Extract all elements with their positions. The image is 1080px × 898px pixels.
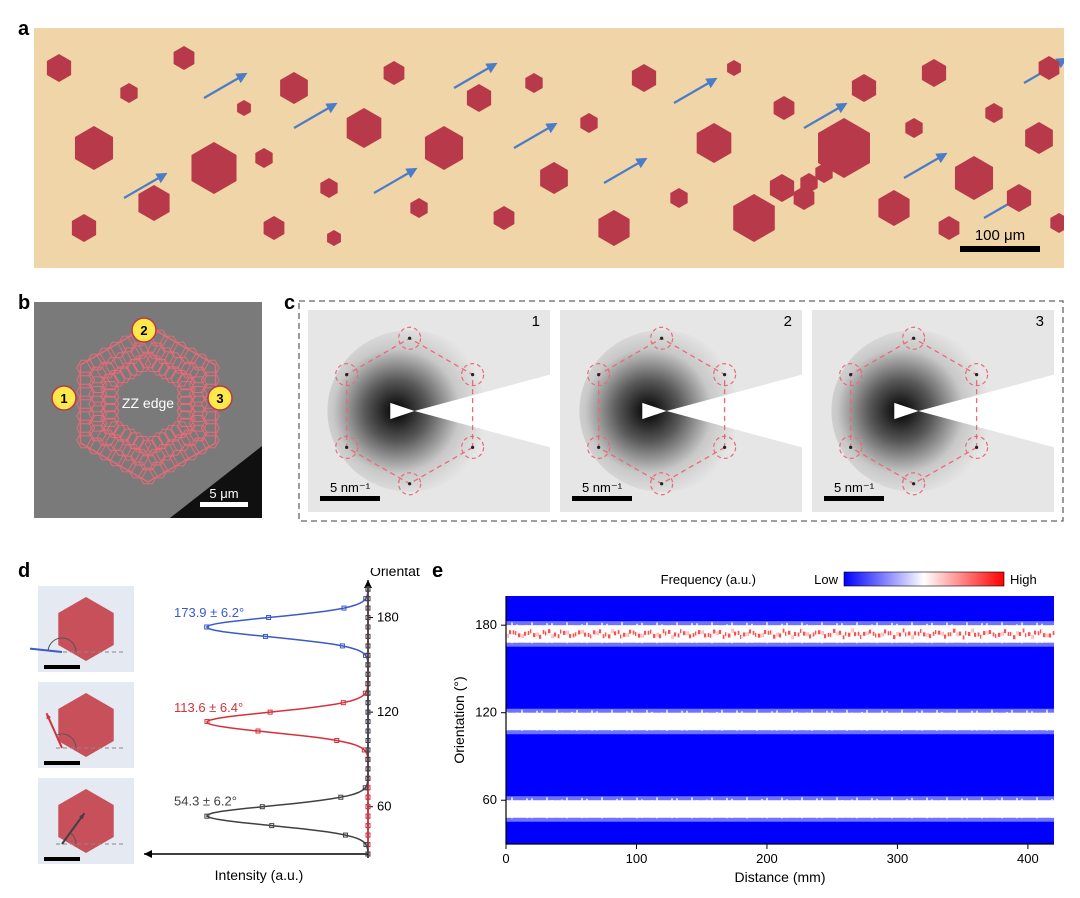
svg-text:100 μm: 100 μm [975, 227, 1025, 244]
svg-text:120: 120 [377, 704, 399, 719]
svg-text:0: 0 [502, 851, 509, 866]
svg-text:60: 60 [377, 799, 391, 814]
svg-text:200: 200 [756, 851, 778, 866]
panel-label-e: e [432, 560, 443, 583]
panel-label-a: a [18, 18, 29, 41]
svg-text:54.3 ± 6.2°: 54.3 ± 6.2° [174, 794, 237, 809]
panel-c: 1 5 nm⁻¹ 2 5 nm⁻¹ 3 5 nm⁻¹ [298, 300, 1064, 522]
svg-text:400: 400 [1017, 851, 1039, 866]
svg-text:Orientation (°): Orientation (°) [451, 676, 467, 763]
svg-text:60: 60 [483, 792, 497, 807]
svg-text:5 nm⁻¹: 5 nm⁻¹ [834, 480, 875, 495]
panel-label-c: c [284, 292, 295, 315]
svg-text:120: 120 [475, 705, 497, 720]
svg-text:Frequency (a.u.): Frequency (a.u.) [661, 572, 756, 587]
svg-text:100: 100 [626, 851, 648, 866]
svg-text:ZZ edge: ZZ edge [122, 395, 174, 411]
svg-text:High: High [1010, 572, 1037, 587]
svg-text:180: 180 [475, 617, 497, 632]
svg-text:113.6 ± 6.4°: 113.6 ± 6.4° [174, 700, 243, 715]
svg-text:300: 300 [887, 851, 909, 866]
svg-text:Low: Low [814, 572, 838, 587]
panel-label-b: b [18, 292, 30, 315]
svg-text:1: 1 [60, 391, 67, 406]
svg-text:5 nm⁻¹: 5 nm⁻¹ [582, 480, 623, 495]
svg-text:Intensity (a.u.): Intensity (a.u.) [215, 867, 304, 883]
svg-text:173.9 ± 6.2°: 173.9 ± 6.2° [174, 605, 244, 620]
svg-text:5 nm⁻¹: 5 nm⁻¹ [330, 480, 371, 495]
svg-text:3: 3 [1036, 313, 1044, 330]
svg-text:2: 2 [140, 323, 147, 338]
svg-text:180: 180 [377, 610, 399, 625]
svg-text:3: 3 [216, 391, 223, 406]
panel-d: 60 120 180 Orientation(°) Intensity (a.u.) 17… [30, 568, 420, 888]
svg-text:Orientation(°): Orientation(°) [370, 568, 420, 579]
svg-text:Distance (mm): Distance (mm) [734, 869, 825, 885]
panel-label-d: d [18, 560, 30, 583]
svg-text:1: 1 [532, 313, 540, 330]
panel-a: 100 μm [34, 28, 1064, 268]
svg-text:5 μm: 5 μm [209, 486, 238, 501]
svg-text:2: 2 [784, 313, 792, 330]
panel-b: ZZ edge 1 2 3 5 μm [34, 302, 262, 518]
panel-e: Frequency (a.u.) Low High 60 120 180 0 100 200 30… [448, 568, 1064, 888]
